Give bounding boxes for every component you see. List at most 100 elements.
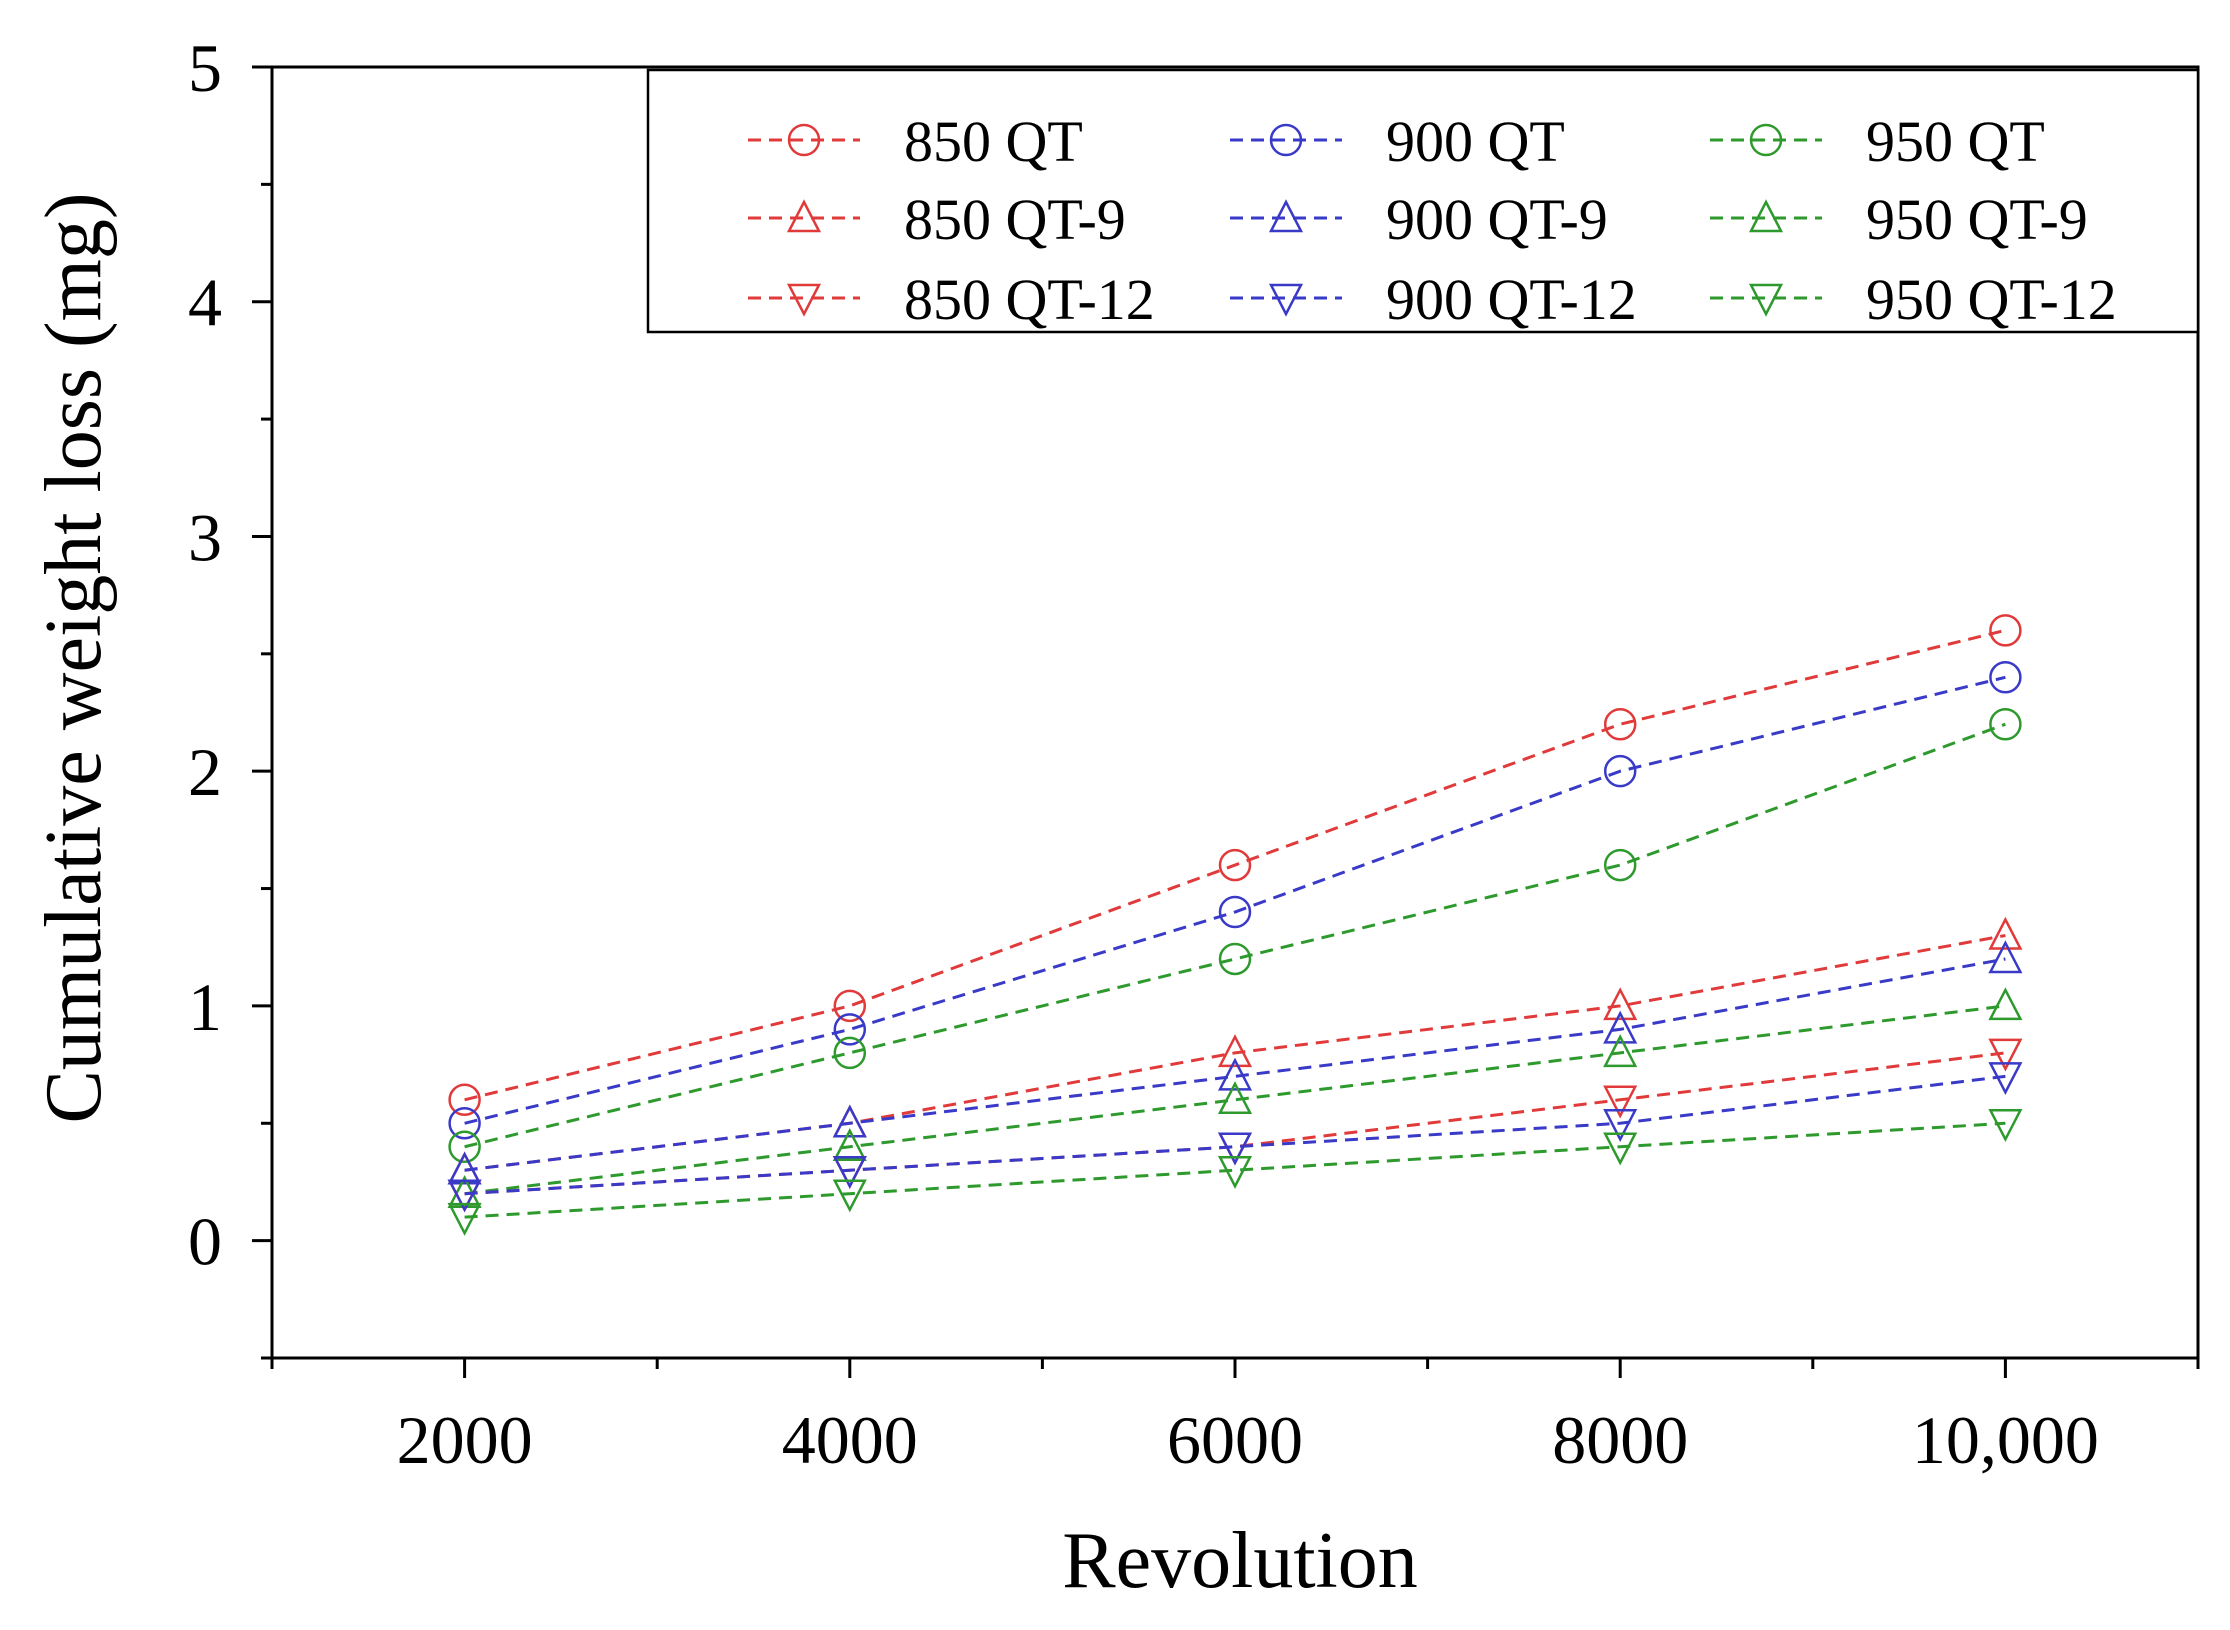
legend-item: 950 QT (1710, 109, 2045, 174)
legend-label: 950 QT-9 (1866, 187, 2088, 252)
x-tick-label: 8000 (1552, 1402, 1688, 1478)
data-point (447, 1202, 482, 1236)
series-950-qt-9 (447, 987, 2023, 1208)
series-950-qt (448, 707, 2022, 1163)
legend-label: 950 QT (1866, 109, 2045, 174)
series-900-qt (448, 661, 2022, 1140)
legend-marker (786, 199, 822, 233)
y-tick-label: 1 (188, 969, 222, 1045)
y-tick-label: 5 (188, 30, 222, 106)
data-point (1988, 1062, 2023, 1096)
x-axis: 2000 4000 6000 8000 10,000 (270, 1358, 2200, 1478)
data-point (1988, 916, 2023, 950)
y-tick-label: 3 (188, 499, 222, 575)
data-point (833, 1036, 867, 1070)
data-point (1603, 707, 1637, 741)
y-tick-label: 0 (188, 1204, 222, 1280)
data-point (447, 1151, 482, 1185)
data-point (448, 1083, 481, 1117)
data-point (1603, 1109, 1638, 1142)
series-line (464, 957, 2006, 1172)
legend-label: 900 QT-9 (1386, 187, 1608, 252)
x-axis-title: Revolution (1062, 1517, 1418, 1605)
legend-label: 900 QT-12 (1386, 267, 1637, 332)
legend-item: 850 QT-12 (748, 267, 1155, 332)
x-tick-label: 2000 (397, 1402, 533, 1478)
legend-item: 850 QT-9 (748, 187, 1126, 252)
data-point (447, 1179, 482, 1213)
x-tick-label: 4000 (782, 1402, 918, 1478)
data-point (832, 1155, 867, 1189)
legend-item: 900 QT-12 (1230, 267, 1637, 332)
legend-marker (1749, 123, 1783, 157)
legend-label: 850 QT (904, 109, 1083, 174)
legend-item: 900 QT-9 (1230, 187, 1608, 252)
legend-marker (786, 283, 822, 317)
data-point (1217, 1057, 1253, 1091)
legend-box (646, 68, 2200, 334)
series-line (464, 934, 2006, 1172)
data-point (1988, 1109, 2023, 1142)
data-point (1989, 661, 2022, 694)
series-line (464, 628, 2006, 1102)
y-axis-title: Cumulative weight loss (mg) (30, 192, 118, 1123)
legend-label: 900 QT (1386, 109, 1565, 174)
x-tick-label: 6000 (1167, 1402, 1303, 1478)
data-point (1988, 1038, 2023, 1072)
data-point (832, 1128, 867, 1161)
series-line (464, 1074, 2006, 1196)
legend-marker (1268, 283, 1304, 317)
data-point (1603, 1010, 1638, 1044)
data-point (1217, 1081, 1253, 1115)
series-850-qt (448, 614, 2022, 1117)
data-point (1217, 1155, 1253, 1189)
data-point (1988, 987, 2023, 1021)
series-layer (447, 614, 2023, 1236)
legend-item: 850 QT (748, 109, 1083, 174)
legend-marker (787, 123, 821, 157)
data-point (1989, 614, 2022, 647)
legend-marker (1269, 123, 1303, 157)
legend-item: 900 QT (1230, 109, 1565, 174)
data-point (1217, 1034, 1253, 1068)
data-point (1988, 940, 2023, 974)
y-axis: 0 1 2 3 4 5 (188, 30, 272, 1360)
data-point (1218, 848, 1252, 882)
series-900-qt-12 (447, 1062, 2023, 1213)
legend-label: 850 QT-12 (904, 267, 1155, 332)
series-line (464, 1004, 2006, 1196)
series-950-qt-12 (447, 1109, 2023, 1236)
data-point (832, 1179, 867, 1213)
series-line (464, 675, 2006, 1125)
data-point (1603, 987, 1638, 1021)
data-point (833, 989, 867, 1023)
legend-marker (1748, 199, 1784, 233)
legend-label: 850 QT-9 (904, 187, 1126, 252)
legend-item: 950 QT-9 (1710, 187, 2088, 252)
data-point (1217, 1132, 1253, 1166)
legend: 850 QT 900 QT 950 QT 850 QT-9 900 QT-9 950 QT… (646, 68, 2200, 334)
data-point (1218, 942, 1252, 976)
legend-marker (1268, 199, 1304, 233)
legend-item: 950 QT-12 (1710, 267, 2117, 332)
data-point (1603, 848, 1637, 882)
y-tick-label: 2 (188, 734, 222, 810)
data-point (448, 1107, 481, 1140)
data-point (1989, 707, 2022, 741)
data-point (1603, 1085, 1638, 1119)
data-point (832, 1104, 867, 1138)
series-line (464, 1121, 2006, 1219)
data-point (833, 1013, 867, 1046)
data-point (1603, 1034, 1638, 1068)
legend-marker (1748, 283, 1784, 317)
data-point (1603, 754, 1637, 788)
data-point (448, 1130, 481, 1163)
y-tick-label: 4 (188, 265, 222, 341)
series-900-qt-9 (447, 940, 2023, 1185)
x-tick-label: 10,000 (1912, 1402, 2099, 1478)
series-line (464, 722, 2006, 1149)
series-line (464, 1051, 2006, 1196)
legend-label: 950 QT-12 (1866, 267, 2117, 332)
data-point (1218, 895, 1252, 929)
